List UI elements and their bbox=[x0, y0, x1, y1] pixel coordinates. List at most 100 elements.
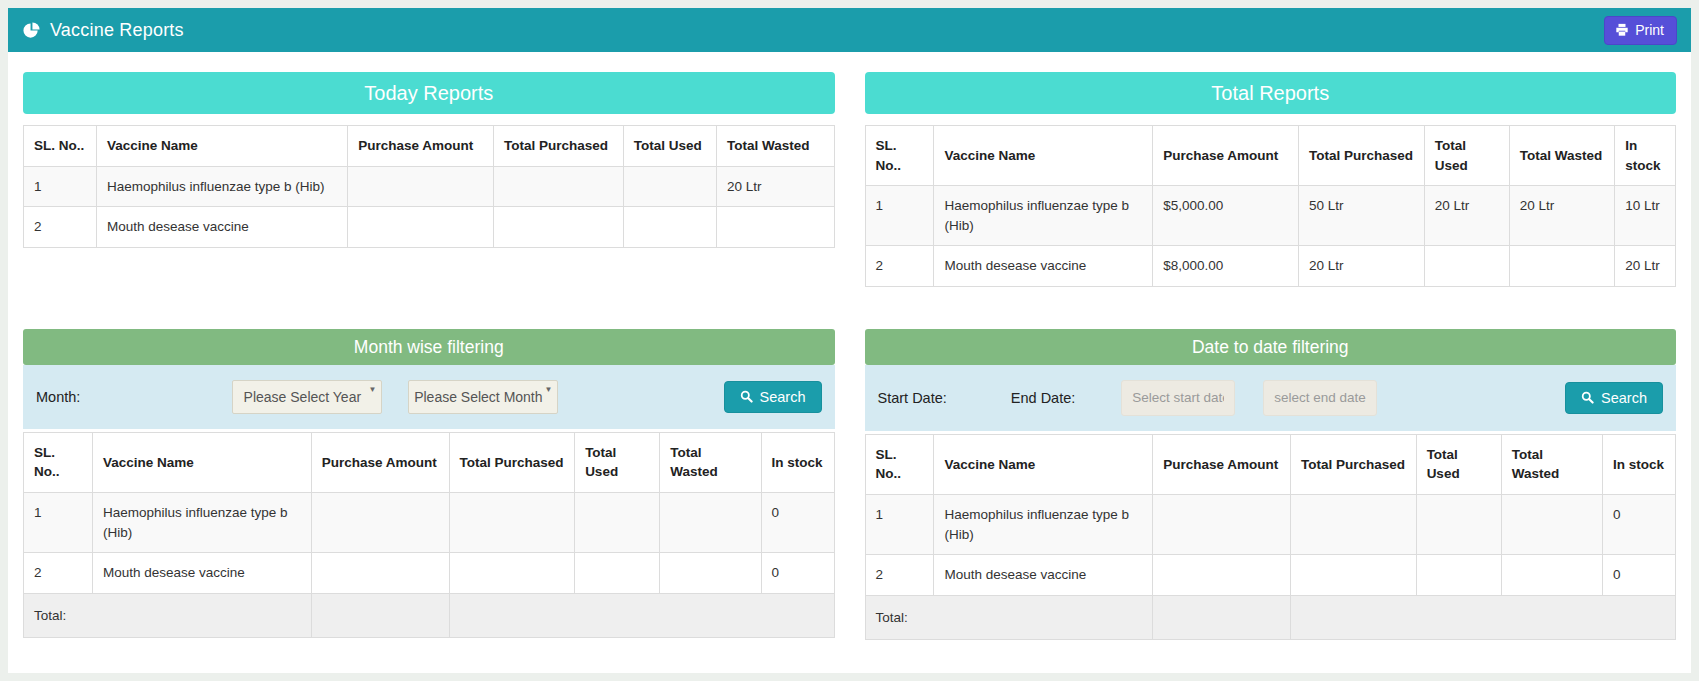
cell-total-purchased bbox=[494, 166, 624, 207]
column-header: SL. No.. bbox=[24, 432, 93, 492]
cell-total-wasted bbox=[1509, 246, 1614, 287]
end-date-input[interactable] bbox=[1263, 380, 1377, 416]
cell-total-wasted: 20 Ltr bbox=[1509, 186, 1614, 246]
table-row: 1 Haemophilus influenzae type b (Hib) $5… bbox=[865, 186, 1676, 246]
cell-total-used bbox=[575, 492, 660, 552]
chevron-down-icon: ▼ bbox=[368, 385, 376, 394]
total-reports-table: SL. No.. Vaccine Name Purchase Amount To… bbox=[865, 125, 1677, 287]
cell-total-used bbox=[623, 166, 716, 207]
total-purchase-amount bbox=[1153, 595, 1291, 640]
cell-total-wasted bbox=[660, 492, 761, 552]
panels-grid: Today Reports SL. No.. Vaccine Name Purc… bbox=[8, 52, 1691, 666]
today-reports-panel: Today Reports SL. No.. Vaccine Name Purc… bbox=[23, 72, 835, 287]
column-header: SL. No.. bbox=[24, 126, 97, 167]
today-reports-table: SL. No.. Vaccine Name Purchase Amount To… bbox=[23, 125, 835, 248]
column-header: Total Wasted bbox=[716, 126, 834, 167]
cell-total-used: 20 Ltr bbox=[1424, 186, 1509, 246]
cell-vaccine-name: Haemophilus influenzae type b (Hib) bbox=[96, 166, 347, 207]
column-header: Purchase Amount bbox=[348, 126, 494, 167]
cell-purchase-amount bbox=[311, 553, 449, 594]
cell-total-purchased: 50 Ltr bbox=[1299, 186, 1425, 246]
cell-total-used bbox=[1416, 494, 1501, 554]
month-filter-bar: Month: Please Select Year ▼ Please Selec… bbox=[23, 365, 835, 429]
cell-sl-no: 1 bbox=[24, 492, 93, 552]
cell-total-wasted bbox=[1501, 494, 1602, 554]
cell-purchase-amount bbox=[348, 207, 494, 248]
date-filter-bar: Start Date: End Date: Search bbox=[865, 365, 1677, 431]
total-reports-title: Total Reports bbox=[865, 72, 1677, 114]
cell-purchase-amount bbox=[1153, 555, 1291, 596]
column-header: Total Used bbox=[1416, 434, 1501, 494]
cell-total-used bbox=[1424, 246, 1509, 287]
column-header: SL. No.. bbox=[865, 126, 934, 186]
month-select[interactable]: Please Select Month ▼ bbox=[408, 380, 558, 414]
date-filter-panel: Date to date filtering Start Date: End D… bbox=[865, 329, 1677, 640]
date-search-button[interactable]: Search bbox=[1565, 382, 1663, 414]
cell-purchase-amount bbox=[1153, 494, 1291, 554]
month-filter-panel: Month wise filtering Month: Please Selec… bbox=[23, 329, 835, 640]
column-header: Total Purchased bbox=[1299, 126, 1425, 186]
cell-total-purchased bbox=[1291, 494, 1417, 554]
cell-sl-no: 1 bbox=[865, 494, 934, 554]
table-row: 1 Haemophilus influenzae type b (Hib) 20… bbox=[24, 166, 835, 207]
table-row: 2 Mouth desease vaccine 0 bbox=[865, 555, 1676, 596]
cell-in-stock: 0 bbox=[761, 553, 834, 594]
cell-in-stock: 0 bbox=[761, 492, 834, 552]
cell-total-purchased bbox=[449, 492, 575, 552]
search-button-label: Search bbox=[1601, 390, 1647, 406]
table-header-row: SL. No.. Vaccine Name Purchase Amount To… bbox=[865, 434, 1676, 494]
table-row: 2 Mouth desease vaccine bbox=[24, 207, 835, 248]
column-header: Purchase Amount bbox=[311, 432, 449, 492]
column-header: Vaccine Name bbox=[96, 126, 347, 167]
cell-total-purchased bbox=[494, 207, 624, 248]
column-header: Total Wasted bbox=[1509, 126, 1614, 186]
column-header: Total Purchased bbox=[494, 126, 624, 167]
total-label: Total: bbox=[24, 593, 312, 638]
year-select[interactable]: Please Select Year ▼ bbox=[232, 380, 382, 414]
cell-total-used bbox=[1416, 555, 1501, 596]
cell-total-used bbox=[623, 207, 716, 248]
total-row: Total: bbox=[24, 593, 835, 638]
cell-vaccine-name: Haemophilus influenzae type b (Hib) bbox=[92, 492, 311, 552]
cell-purchase-amount bbox=[348, 166, 494, 207]
search-button-label: Search bbox=[760, 389, 806, 405]
search-icon bbox=[1581, 391, 1594, 404]
start-date-label: Start Date: bbox=[878, 390, 947, 406]
table-row: 1 Haemophilus influenzae type b (Hib) 0 bbox=[24, 492, 835, 552]
print-button[interactable]: Print bbox=[1604, 16, 1677, 45]
table-header-row: SL. No.. Vaccine Name Purchase Amount To… bbox=[865, 126, 1676, 186]
start-date-input[interactable] bbox=[1121, 380, 1235, 416]
month-filter-table: SL. No.. Vaccine Name Purchase Amount To… bbox=[23, 432, 835, 638]
cell-in-stock: 10 Ltr bbox=[1615, 186, 1676, 246]
year-select-value: Please Select Year bbox=[244, 389, 362, 405]
column-header: In stock bbox=[1615, 126, 1676, 186]
cell-sl-no: 2 bbox=[24, 207, 97, 248]
column-header: Total Used bbox=[1424, 126, 1509, 186]
table-row: 1 Haemophilus influenzae type b (Hib) 0 bbox=[865, 494, 1676, 554]
table-header-row: SL. No.. Vaccine Name Purchase Amount To… bbox=[24, 126, 835, 167]
cell-total-purchased bbox=[449, 553, 575, 594]
month-filter-title: Month wise filtering bbox=[23, 329, 835, 365]
total-label: Total: bbox=[865, 595, 1153, 640]
cell-total-wasted: 20 Ltr bbox=[716, 166, 834, 207]
column-header: Total Used bbox=[623, 126, 716, 167]
month-search-button[interactable]: Search bbox=[724, 381, 822, 413]
cell-sl-no: 2 bbox=[865, 555, 934, 596]
column-header: In stock bbox=[1603, 434, 1676, 494]
cell-purchase-amount bbox=[311, 492, 449, 552]
cell-sl-no: 1 bbox=[24, 166, 97, 207]
pie-chart-icon bbox=[22, 21, 41, 40]
total-rest bbox=[449, 593, 834, 638]
column-header: SL. No.. bbox=[865, 434, 934, 494]
table-header-row: SL. No.. Vaccine Name Purchase Amount To… bbox=[24, 432, 835, 492]
column-header: Total Purchased bbox=[449, 432, 575, 492]
page-title: Vaccine Reports bbox=[50, 20, 184, 41]
cell-vaccine-name: Mouth desease vaccine bbox=[934, 246, 1153, 287]
date-filter-table: SL. No.. Vaccine Name Purchase Amount To… bbox=[865, 434, 1677, 640]
month-select-value: Please Select Month bbox=[414, 389, 542, 405]
cell-total-wasted bbox=[716, 207, 834, 248]
printer-icon bbox=[1615, 23, 1629, 37]
cell-sl-no: 1 bbox=[865, 186, 934, 246]
table-row: 2 Mouth desease vaccine 0 bbox=[24, 553, 835, 594]
total-purchase-amount bbox=[311, 593, 449, 638]
